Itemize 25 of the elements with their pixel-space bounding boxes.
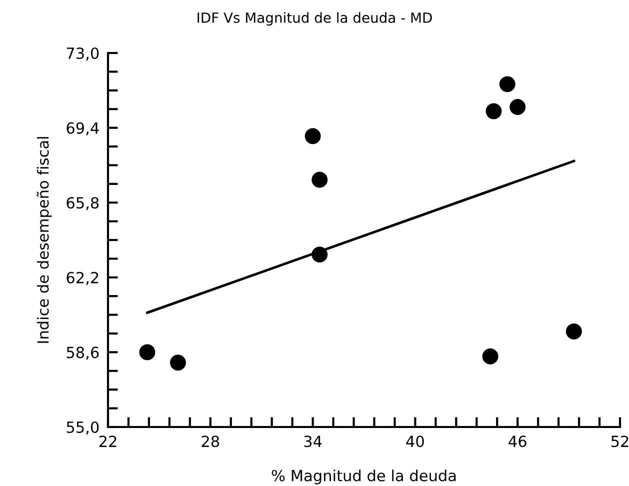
y-tick-label: 69,4 — [66, 122, 99, 136]
x-axis-title: % Magnitud de la deuda — [272, 470, 456, 484]
y-tick-label: 73,0 — [66, 47, 99, 61]
point — [482, 348, 498, 364]
x-tick-label: 34 — [304, 436, 322, 448]
x-tick-label: 22 — [99, 436, 116, 447]
y-axis-title: Indice de desempeño fiscal — [36, 137, 52, 343]
chart-title: IDF Vs Magnitud de la deuda - MD — [198, 12, 432, 26]
point — [486, 103, 502, 120]
y-tick-label: 62,2 — [66, 272, 98, 285]
y-tick-label: 58,6 — [66, 346, 99, 360]
x-tick-label: 28 — [202, 436, 220, 448]
point — [566, 323, 582, 340]
y-tick-label: 65,8 — [66, 197, 99, 210]
x-tick-label: 40 — [406, 436, 424, 448]
point — [170, 354, 186, 371]
point — [510, 99, 526, 115]
point — [139, 344, 156, 360]
x-tick-label: 46 — [508, 436, 526, 448]
point — [312, 172, 328, 188]
point — [304, 128, 321, 144]
point — [312, 246, 328, 263]
x-tick-label: 52 — [611, 436, 628, 448]
y-tick-label: 55,0 — [66, 421, 99, 435]
point — [499, 76, 516, 92]
